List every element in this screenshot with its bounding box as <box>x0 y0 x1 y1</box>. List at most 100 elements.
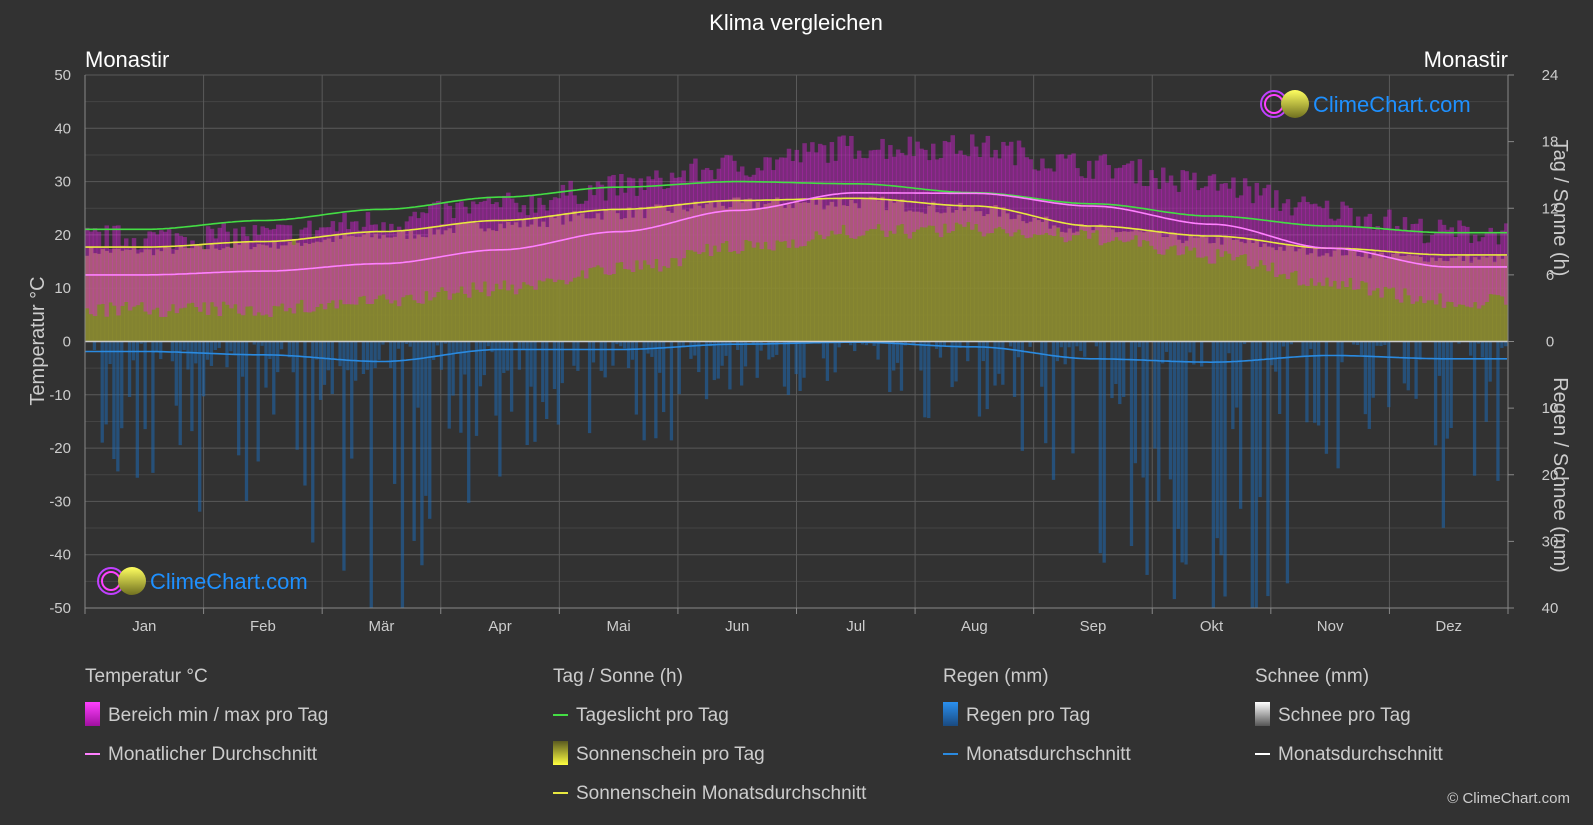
rain-day-bar <box>1371 341 1375 398</box>
sunshine-day-bar <box>264 245 269 342</box>
temp-range-day-bar <box>1036 170 1041 235</box>
sunshine-day-bar <box>127 249 133 342</box>
sunshine-day-bar <box>174 249 180 342</box>
rain-day-bar <box>771 341 775 358</box>
rain-day-bar <box>603 341 607 378</box>
rain-day-bar <box>1449 341 1453 428</box>
sunshine-day-bar <box>934 212 940 342</box>
hours-tick-label: 0 <box>1546 334 1554 351</box>
temp-range-day-bar <box>502 195 507 281</box>
temp-range-day-bar <box>1001 141 1006 230</box>
temp-range-day-bar <box>771 170 776 251</box>
temp-range-day-bar <box>1098 155 1104 246</box>
temp-range-day-bar <box>942 140 948 224</box>
temp-range-day-bar <box>646 176 651 265</box>
rain-day-bar <box>1367 341 1371 429</box>
temp-range-day-bar <box>467 213 472 298</box>
rain-day-bar <box>431 341 436 360</box>
rain-day-bar <box>1254 341 1258 608</box>
temp-range-day-bar <box>1316 206 1322 283</box>
sunshine-day-bar <box>720 205 725 342</box>
temp-range-day-bar <box>252 225 258 316</box>
temp-range-day-bar <box>322 227 328 310</box>
rain-day-bar <box>389 341 393 369</box>
rain-day-bar <box>112 341 116 460</box>
sunshine-day-bar <box>334 234 340 342</box>
sunshine-day-bar <box>1008 219 1014 342</box>
temp-range-day-bar <box>455 202 460 293</box>
sunshine-day-bar <box>416 234 421 342</box>
rain-day-bar <box>864 341 869 346</box>
sunshine-day-bar <box>810 199 815 342</box>
rain-day-bar <box>447 341 451 429</box>
temp-range-day-bar <box>697 180 702 255</box>
sunshine-day-bar <box>209 244 215 342</box>
rain-day-bar <box>599 341 603 371</box>
rain-day-bar <box>919 341 923 371</box>
logo-top[interactable]: ClimeChart.com <box>1260 90 1471 118</box>
temp-range-day-bar <box>603 200 609 275</box>
sunshine-day-bar <box>1231 239 1236 342</box>
rain-day-bar <box>361 341 366 375</box>
temp-range-day-bar <box>1309 204 1314 279</box>
sunshine-day-bar <box>1071 232 1076 342</box>
sunshine-day-bar <box>708 202 714 342</box>
month-label: Dez <box>1435 618 1462 635</box>
temp-range-day-bar <box>814 152 819 232</box>
sunshine-avg-line <box>85 197 1507 256</box>
temp-range-day-bar <box>1367 213 1373 296</box>
sunshine-day-bar <box>412 238 417 342</box>
temp-range-day-bar <box>931 143 936 226</box>
temp-range-day-bar <box>350 221 355 305</box>
sunshine-day-bar <box>743 199 749 342</box>
temp-range-day-bar <box>1430 235 1435 301</box>
temp-range-day-bar <box>373 224 378 300</box>
sunshine-day-bar <box>424 237 429 342</box>
logo-bottom[interactable]: ClimeChart.com <box>97 567 308 595</box>
sunshine-day-bar <box>1430 257 1435 342</box>
copyright[interactable]: © ClimeChart.com <box>1447 790 1570 807</box>
rain-day-bar <box>853 341 857 352</box>
rain-day-bar <box>658 341 662 373</box>
rain-avg-line <box>85 341 1507 363</box>
sunshine-day-bar <box>1352 251 1357 342</box>
rain-day-bar <box>1001 341 1005 385</box>
sunshine-day-bar <box>1141 232 1147 342</box>
rain-day-bar <box>1028 341 1032 347</box>
temp-range-day-bar <box>724 155 729 242</box>
temp-tick-label: -50 <box>49 600 71 617</box>
logo-ring-inner-icon <box>1264 94 1284 114</box>
sunshine-day-bar <box>1500 258 1505 342</box>
sunshine-day-bar <box>420 236 425 342</box>
temp-range-day-bar <box>92 228 98 317</box>
rain-day-bar <box>954 341 958 382</box>
rain-day-bar <box>619 341 623 347</box>
rain-day-bar <box>1258 341 1262 498</box>
temp-range-day-bar <box>747 176 753 242</box>
rain-day-bar <box>237 341 241 456</box>
sunshine-day-bar <box>626 207 632 342</box>
right-top-axis-title: Tag / Sonne (h) <box>1549 140 1571 277</box>
rain-day-bar <box>482 341 486 376</box>
sunshine-day-bar <box>1488 256 1494 342</box>
temp-range-day-bar <box>1067 154 1072 241</box>
temp-range-day-bar <box>1453 236 1458 307</box>
temp-range-day-bar <box>1040 158 1045 235</box>
rain-day-bar <box>993 341 997 386</box>
rain-day-bar <box>1118 341 1122 405</box>
rain-day-bar <box>1172 341 1177 600</box>
sunshine-day-bar <box>864 197 870 342</box>
temp-range-day-bar <box>966 156 971 223</box>
legend-temp-avg: Monatlicher Durchschnitt <box>108 744 318 765</box>
temp-range-day-bar <box>299 229 304 300</box>
sunshine-day-bar <box>1223 236 1228 342</box>
sunshine-day-bar <box>969 206 975 342</box>
temp-range-day-bar <box>1387 209 1392 289</box>
rain-day-bar <box>927 341 931 419</box>
sunshine-day-bar <box>147 249 152 342</box>
rain-day-bar <box>661 341 666 413</box>
temp-range-day-bar <box>1449 227 1455 303</box>
sunshine-day-bar <box>1083 225 1088 342</box>
sunshine-day-bar <box>837 199 842 342</box>
